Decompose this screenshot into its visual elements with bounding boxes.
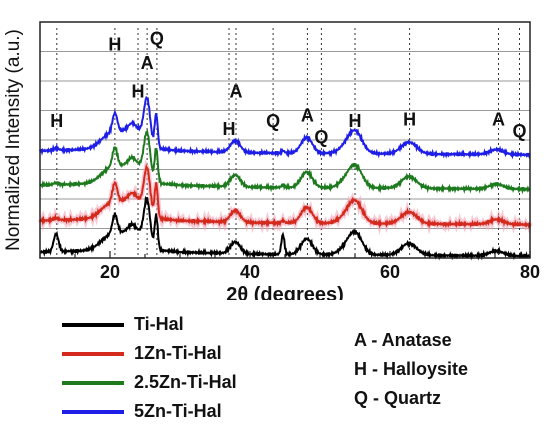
legend-item-2-5zn-ti-hal: 2.5Zn-Ti-Hal	[62, 368, 237, 397]
series-line-5zn-ti-hal	[39, 95, 531, 160]
phase-key: A - Anatase H - Halloysite Q - Quartz	[354, 326, 468, 413]
x-axis-label: 2θ (degrees)	[226, 284, 344, 300]
peak-label: A	[230, 82, 243, 102]
legend-label: 1Zn-Ti-Hal	[134, 343, 222, 363]
legend-swatch	[62, 409, 124, 414]
peak-label: Q	[512, 121, 526, 141]
legend-swatch	[62, 380, 124, 385]
peak-label: H	[132, 82, 145, 102]
y-axis-label: Normalized Intensity (a.u.)	[3, 29, 24, 251]
series-line-2-5zn-ti-hal	[39, 129, 531, 195]
legend-item-1zn-ti-hal: 1Zn-Ti-Hal	[62, 339, 237, 368]
x-axis-ticks: 20 40 60 80	[39, 251, 540, 282]
peak-label: H	[223, 119, 236, 139]
peak-label: H	[349, 111, 362, 131]
peak-labels: HH QAH AH Q AQH H AQ	[50, 29, 526, 147]
peak-label: A	[141, 53, 154, 73]
phase-key-halloysite: H - Halloysite	[354, 359, 469, 379]
series-line-ti-hal	[39, 195, 531, 261]
legend-item-ti-hal: Ti-Hal	[62, 310, 237, 339]
legend-swatch	[62, 351, 124, 356]
peak-label: H	[403, 109, 416, 129]
x-tick-label: 20	[100, 262, 120, 282]
series-line-1zn-ti-hal	[39, 163, 531, 229]
xrd-chart: HH QAH AH Q AQH H AQ 20 40 60 80 2θ (degrees) Nor…	[3, 21, 540, 300]
legend-label: Ti-Hal	[134, 314, 184, 334]
x-tick-label: 40	[240, 262, 260, 282]
legend-label: 2.5Zn-Ti-Hal	[134, 372, 237, 392]
peak-label: Q	[266, 111, 280, 131]
legend-swatch	[62, 322, 124, 327]
peak-label: H	[50, 111, 63, 131]
x-tick-label: 80	[520, 262, 540, 282]
legend-item-5zn-ti-hal: 5Zn-Ti-Hal	[62, 397, 237, 426]
peak-label: Q	[150, 29, 164, 49]
x-tick-label: 60	[380, 262, 400, 282]
series-legend: Ti-Hal 1Zn-Ti-Hal 2.5Zn-Ti-Hal 5Zn-Ti-Ha…	[62, 310, 237, 426]
peak-label: A	[492, 109, 505, 129]
phase-key-quartz: Q - Quartz	[354, 388, 442, 408]
peak-label: H	[108, 35, 121, 55]
legend-label: 5Zn-Ti-Hal	[134, 401, 222, 421]
series-lines	[37, 95, 533, 261]
phase-key-anatase: A - Anatase	[354, 330, 452, 350]
grid-lines	[40, 51, 530, 229]
peak-label: A	[301, 105, 314, 125]
peak-label: Q	[314, 127, 328, 147]
